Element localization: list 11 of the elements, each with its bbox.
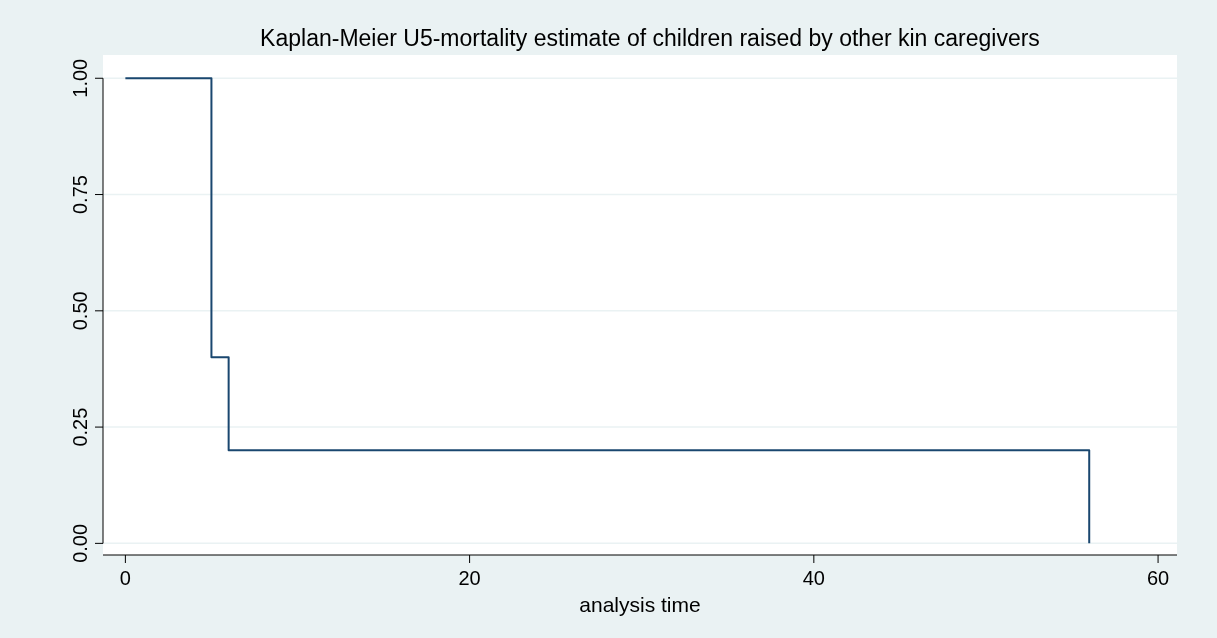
- y-tick-label: 0.25: [69, 407, 91, 447]
- chart-title: Kaplan-Meier U5-mortality estimate of children raised by other kin caregivers: [260, 25, 1040, 51]
- y-tick-label: 0.00: [69, 523, 91, 563]
- x-tick-label: 0: [119, 567, 131, 589]
- x-tick-label: 20: [458, 567, 481, 589]
- y-tick-label: 0.50: [69, 291, 91, 331]
- x-axis-title: analysis time: [579, 593, 701, 616]
- y-tick-label: 1.00: [69, 58, 91, 98]
- x-tick-label: 60: [1146, 567, 1170, 589]
- x-tick-label: 40: [802, 567, 825, 589]
- y-tick-label: 0.75: [69, 175, 91, 214]
